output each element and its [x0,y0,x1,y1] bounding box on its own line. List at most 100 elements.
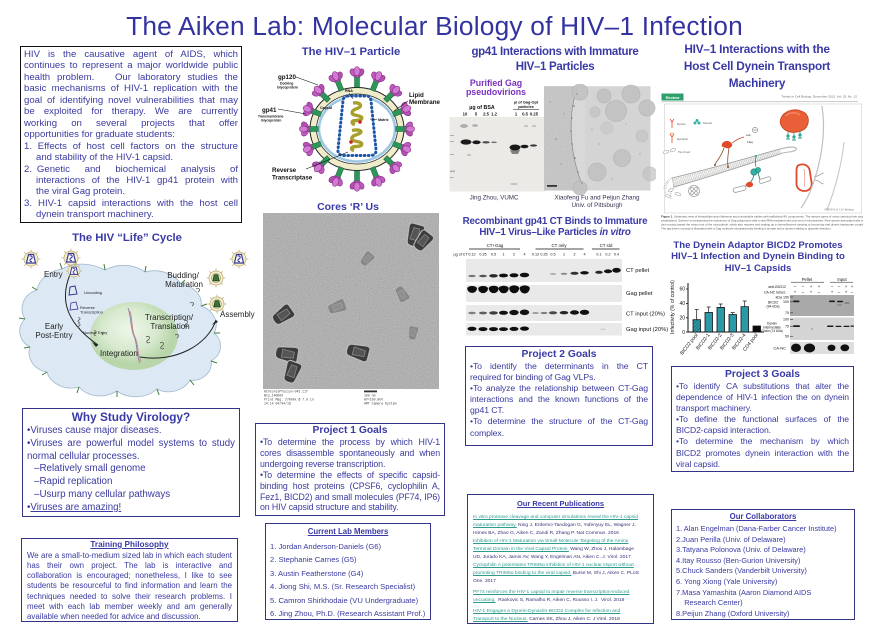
svg-text:Capsid: Capsid [320,106,332,110]
svg-text:HIVcoresPfusion-043.tif: HIVcoresPfusion-043.tif [264,390,308,394]
svg-text:+: + [794,290,797,295]
svg-text:Reverse: Reverse [80,305,96,310]
svg-text:Infectivity (% of control): Infectivity (% of control) [670,280,676,334]
svg-text:–: – [831,284,834,289]
svg-text:HV=100.0kV: HV=100.0kV [364,398,383,402]
svg-text:1: 1 [515,112,518,117]
svg-text:Gag input (20%): Gag input (20%) [626,327,668,333]
svg-text:emphasized. Scheme is transpor: emphasized. Scheme is transporting the e… [661,219,863,223]
svg-text:Glycoprotein: Glycoprotein [277,86,298,90]
svg-text:0.1: 0.1 [596,253,601,257]
svg-text:CA-NC: CA-NC [773,346,786,351]
svg-text:Dynein: Dynein [677,122,686,126]
svg-text:Early: Early [45,322,63,331]
svg-text:Univ. of Pittsburgh: Univ. of Pittsburgh [572,202,623,209]
svg-text:CT std: CT std [600,243,613,248]
svg-text:Review: Review [666,95,681,100]
svg-text:Nuclear Entry: Nuclear Entry [83,330,107,335]
svg-text:0.12: 0.12 [532,253,539,257]
svg-text:5: 5 [475,112,478,117]
svg-text:Integration: Integration [100,349,138,358]
svg-text:–: – [851,290,854,295]
svg-text:gp41: gp41 [262,107,277,114]
svg-text:4: 4 [523,253,525,257]
svg-text:CT pellet: CT pellet [626,268,649,274]
svg-text:AMT Camera System: AMT Camera System [364,402,397,406]
svg-text:+: + [831,290,834,295]
svg-text:CT only: CT only [551,243,567,248]
svg-text:2: 2 [513,253,515,257]
svg-text:Xiaofeng Fu and Peijun Zhang: Xiaofeng Fu and Peijun Zhang [554,195,640,202]
svg-text:Chain (74 kDa): Chain (74 kDa) [761,329,782,333]
svg-text:1.2: 1.2 [491,112,497,117]
svg-text:+: + [851,284,854,289]
svg-text:µg of BSA: µg of BSA [469,105,495,111]
svg-text:Tip of text: Tip of text [678,150,690,154]
svg-text:Transcriptase: Transcriptase [272,175,313,182]
svg-text:CT input (20%): CT input (20%) [626,312,665,318]
svg-text:gp120: gp120 [278,74,296,81]
svg-text:Flag: Flag [747,140,753,144]
svg-text:–: – [818,290,821,295]
svg-text:150: 150 [783,296,789,300]
svg-text:20: 20 [679,316,685,322]
svg-text:Matrix: Matrix [378,118,389,122]
svg-text:+: + [818,284,821,289]
svg-text:Gag pellet: Gag pellet [626,291,653,297]
svg-text:–: – [838,284,841,289]
svg-text:0.5: 0.5 [491,253,496,257]
svg-text:ssb: ssb [746,133,751,137]
svg-text:Translation: Translation [150,322,189,331]
svg-text:Kinesin: Kinesin [703,121,713,125]
svg-text:0.25: 0.25 [540,253,547,257]
svg-text:100 nm: 100 nm [364,394,376,398]
svg-text:0: 0 [682,330,685,336]
svg-text:75: 75 [785,311,789,315]
svg-text:2: 2 [573,253,575,257]
svg-text:0.4: 0.4 [614,253,619,257]
svg-text:Dynein: Dynein [767,322,777,326]
svg-text:0.25: 0.25 [530,112,539,117]
svg-text:Lipid: Lipid [409,92,424,99]
svg-text:0.12: 0.12 [468,253,475,257]
svg-text:10: 10 [463,112,468,117]
svg-text:kDa: kDa [776,296,782,300]
svg-text:–: – [794,284,797,289]
svg-text:60: 60 [679,287,685,293]
svg-text:14:14 04/04/18: 14:14 04/04/18 [264,402,291,406]
svg-text:Post-Entry: Post-Entry [35,331,72,340]
svg-text:Trends in Cell Biology Decemb: Trends in Cell Biology December 2013, Vo… [781,95,857,99]
svg-text:BICD2: BICD2 [768,301,778,305]
svg-text:Reverse: Reverse [272,167,297,174]
svg-text:Docking: Docking [280,82,293,86]
svg-text:–: – [838,290,841,295]
svg-text:Dynactin: Dynactin [677,137,688,141]
svg-text:75: 75 [785,325,789,329]
svg-text:0.2: 0.2 [605,253,610,257]
svg-text:0.25: 0.25 [479,253,486,257]
svg-text:+: + [810,290,813,295]
svg-text:Entry: Entry [44,270,63,279]
svg-text:Membrane: Membrane [409,99,441,106]
svg-text:RNA: RNA [345,89,353,93]
svg-text:Uncoating: Uncoating [84,290,102,295]
svg-text:0.5: 0.5 [550,253,555,257]
svg-text:100: 100 [783,300,789,304]
svg-text:1: 1 [563,253,565,257]
svg-text:particles: particles [518,105,534,109]
svg-text:(94 kDa): (94 kDa) [766,305,779,309]
svg-text:Print Mag: 27000x @ 7.0 in: Print Mag: 27000x @ 7.0 in [264,398,314,402]
svg-text:TRENDS in Cell Biology: TRENDS in Cell Biology [824,208,855,212]
svg-text:+: + [845,284,848,289]
svg-text:can moving toward the minus en: can moving toward the minus end of the m… [661,223,863,227]
svg-text:Budding/: Budding/ [167,271,199,280]
svg-text:Transcription/: Transcription/ [145,313,194,322]
svg-text:0.5: 0.5 [522,112,528,117]
svg-text:+: + [845,290,848,295]
svg-text:4: 4 [583,253,585,257]
svg-text:The tag driven concept is illu: The tag driven concept is illustrated wi… [661,227,832,231]
svg-text:+: + [810,284,813,289]
svg-text:W12_14000X: W12_14000X [264,394,283,398]
svg-text:Transcription: Transcription [80,310,103,315]
svg-text:–: – [802,284,805,289]
